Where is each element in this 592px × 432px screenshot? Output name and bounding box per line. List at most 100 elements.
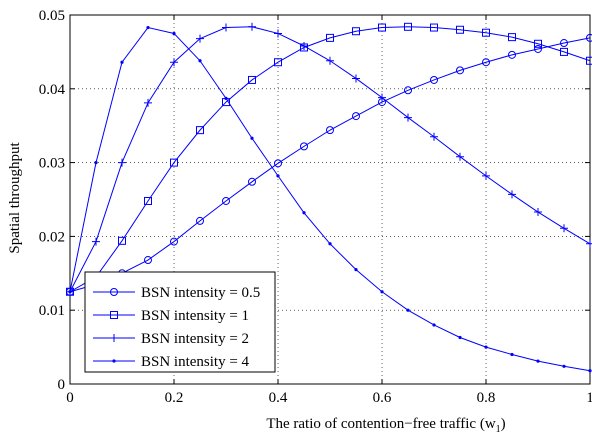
data-point — [380, 290, 384, 294]
legend-label: BSN intensity = 4 — [141, 354, 250, 370]
data-point — [562, 364, 566, 368]
data-point — [172, 31, 176, 36]
data-point — [378, 23, 386, 32]
legend-label: BSN intensity = 0.5 — [141, 285, 260, 301]
data-point — [94, 161, 98, 165]
series-line — [69, 26, 591, 293]
data-point — [508, 50, 516, 59]
data-point — [534, 44, 542, 53]
data-point — [170, 158, 178, 167]
x-axis-label: The ratio of contention−free traffic (w1… — [266, 416, 505, 432]
data-point — [588, 369, 592, 373]
series-2 — [66, 22, 592, 296]
data-point — [456, 152, 464, 161]
data-point — [508, 190, 516, 199]
legend-marker — [110, 311, 118, 319]
data-point — [196, 126, 204, 135]
data-point — [534, 39, 542, 48]
y-tick-label: 0 — [58, 377, 66, 393]
x-tick-label: 0.2 — [165, 390, 184, 406]
series-1 — [66, 33, 592, 296]
series-line — [69, 26, 591, 292]
data-point — [430, 132, 438, 141]
data-point — [196, 216, 204, 225]
data-point — [404, 22, 412, 31]
data-point — [250, 136, 254, 140]
axes — [69, 14, 591, 385]
legend-marker — [112, 359, 116, 363]
series-4 — [68, 25, 592, 373]
data-point — [222, 196, 230, 205]
data-point — [482, 58, 490, 67]
x-tick-label: 0.6 — [373, 390, 392, 406]
legend-marker — [110, 288, 118, 296]
data-point — [430, 75, 438, 84]
x-tick-label: 0.8 — [477, 390, 496, 406]
data-point — [302, 211, 306, 215]
data-point — [404, 86, 412, 95]
y-tick-label: 0.03 — [39, 156, 65, 172]
data-point — [92, 237, 100, 246]
data-point — [560, 224, 568, 233]
data-point — [276, 174, 280, 178]
data-point — [510, 352, 514, 357]
data-point — [534, 208, 542, 217]
data-point — [144, 196, 152, 205]
data-point — [222, 23, 230, 32]
data-point — [248, 177, 256, 186]
data-point — [560, 39, 568, 48]
data-point — [326, 56, 334, 65]
data-point — [430, 23, 438, 32]
y-axis-label: Spatial throughput — [7, 142, 23, 254]
series-line — [69, 37, 591, 293]
plot-frame — [69, 14, 591, 385]
data-point — [224, 96, 228, 100]
tick-labels: 0 0.2 0.4 0.6 0.8 1 0 0.01 0.02 0.03 0.04 0.05 — [39, 8, 592, 406]
data-point — [144, 98, 152, 107]
data-point — [144, 256, 152, 265]
data-point — [274, 29, 282, 38]
data-point — [404, 113, 412, 122]
legend-label: BSN intensity = 2 — [141, 331, 249, 347]
data-point — [326, 33, 334, 42]
data-point — [328, 242, 332, 246]
data-point — [352, 112, 360, 121]
legend-marker — [110, 334, 118, 342]
y-tick-label: 0.05 — [39, 8, 65, 24]
data-point — [170, 58, 178, 67]
data-point — [586, 56, 592, 65]
legend: BSN intensity = 0.5 BSN intensity = 1 BSN … — [84, 271, 276, 373]
data-point — [458, 335, 462, 340]
data-point — [456, 25, 464, 34]
data-point — [586, 239, 592, 248]
data-point — [274, 58, 282, 67]
legend-item: BSN intensity = 1 — [93, 308, 249, 324]
data-point — [170, 237, 178, 246]
x-axis-label-subscript: 1 — [496, 424, 501, 432]
data-point — [456, 66, 464, 75]
data-point — [484, 345, 488, 349]
legend-box — [84, 271, 276, 373]
data-point — [196, 34, 204, 43]
x-axis-label-suffix: ) — [501, 416, 506, 432]
x-axis-label-main: The ratio of contention−free traffic (w — [266, 416, 495, 432]
data-point — [118, 158, 126, 167]
data-point — [432, 323, 436, 327]
data-point — [146, 25, 150, 30]
data-point — [248, 22, 256, 31]
data-point — [248, 75, 256, 84]
data-point — [326, 126, 334, 135]
x-tick-label: 1 — [586, 390, 592, 406]
data-point — [354, 268, 358, 272]
data-point — [118, 236, 126, 245]
legend-label: BSN intensity = 1 — [141, 308, 249, 324]
data-point — [482, 171, 490, 180]
legend-item: BSN intensity = 0.5 — [93, 285, 260, 301]
x-tick-label: 0 — [66, 390, 74, 406]
y-tick-label: 0.01 — [39, 303, 65, 319]
data-point — [120, 60, 124, 64]
data-point — [482, 28, 490, 37]
legend-item: BSN intensity = 2 — [93, 331, 249, 347]
x-tick-label: 0.4 — [269, 390, 288, 406]
